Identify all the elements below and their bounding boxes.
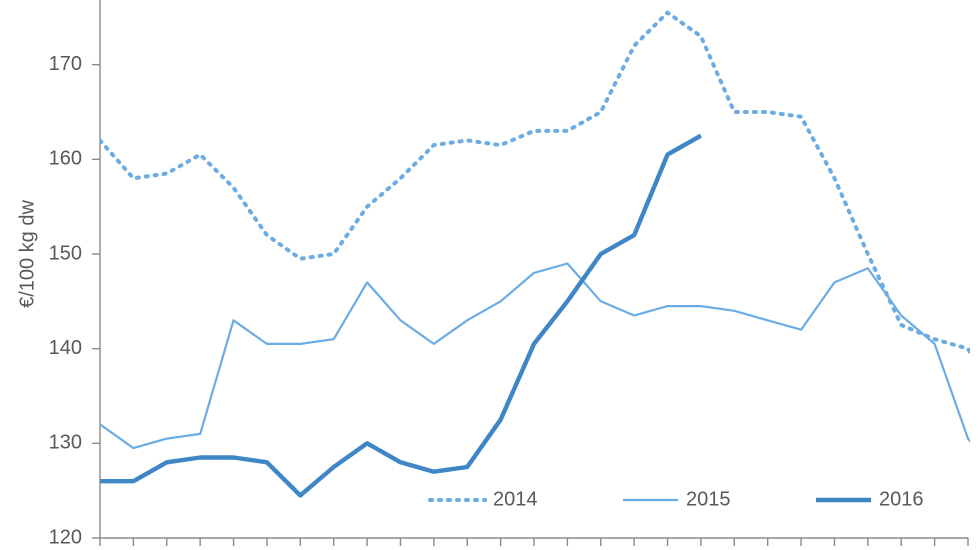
y-tick-label: 160 xyxy=(49,148,82,170)
y-tick-label: 140 xyxy=(49,337,82,359)
y-tick-label: 130 xyxy=(49,432,82,454)
y-tick-label: 170 xyxy=(49,53,82,75)
y-axis-label: €/100 kg dw xyxy=(16,200,38,308)
legend-label-2014: 2014 xyxy=(493,488,538,510)
y-tick-label: 120 xyxy=(49,526,82,548)
line-chart: 120 130 140 150 160 170 €/100 kg dw 2014 2015 201… xyxy=(0,0,978,550)
y-tick-label: 150 xyxy=(49,242,82,264)
legend-label-2015: 2015 xyxy=(686,488,731,510)
legend-label-2016: 2016 xyxy=(879,488,924,510)
chart-svg: 120 130 140 150 160 170 €/100 kg dw 2014 2015 201… xyxy=(0,0,978,550)
